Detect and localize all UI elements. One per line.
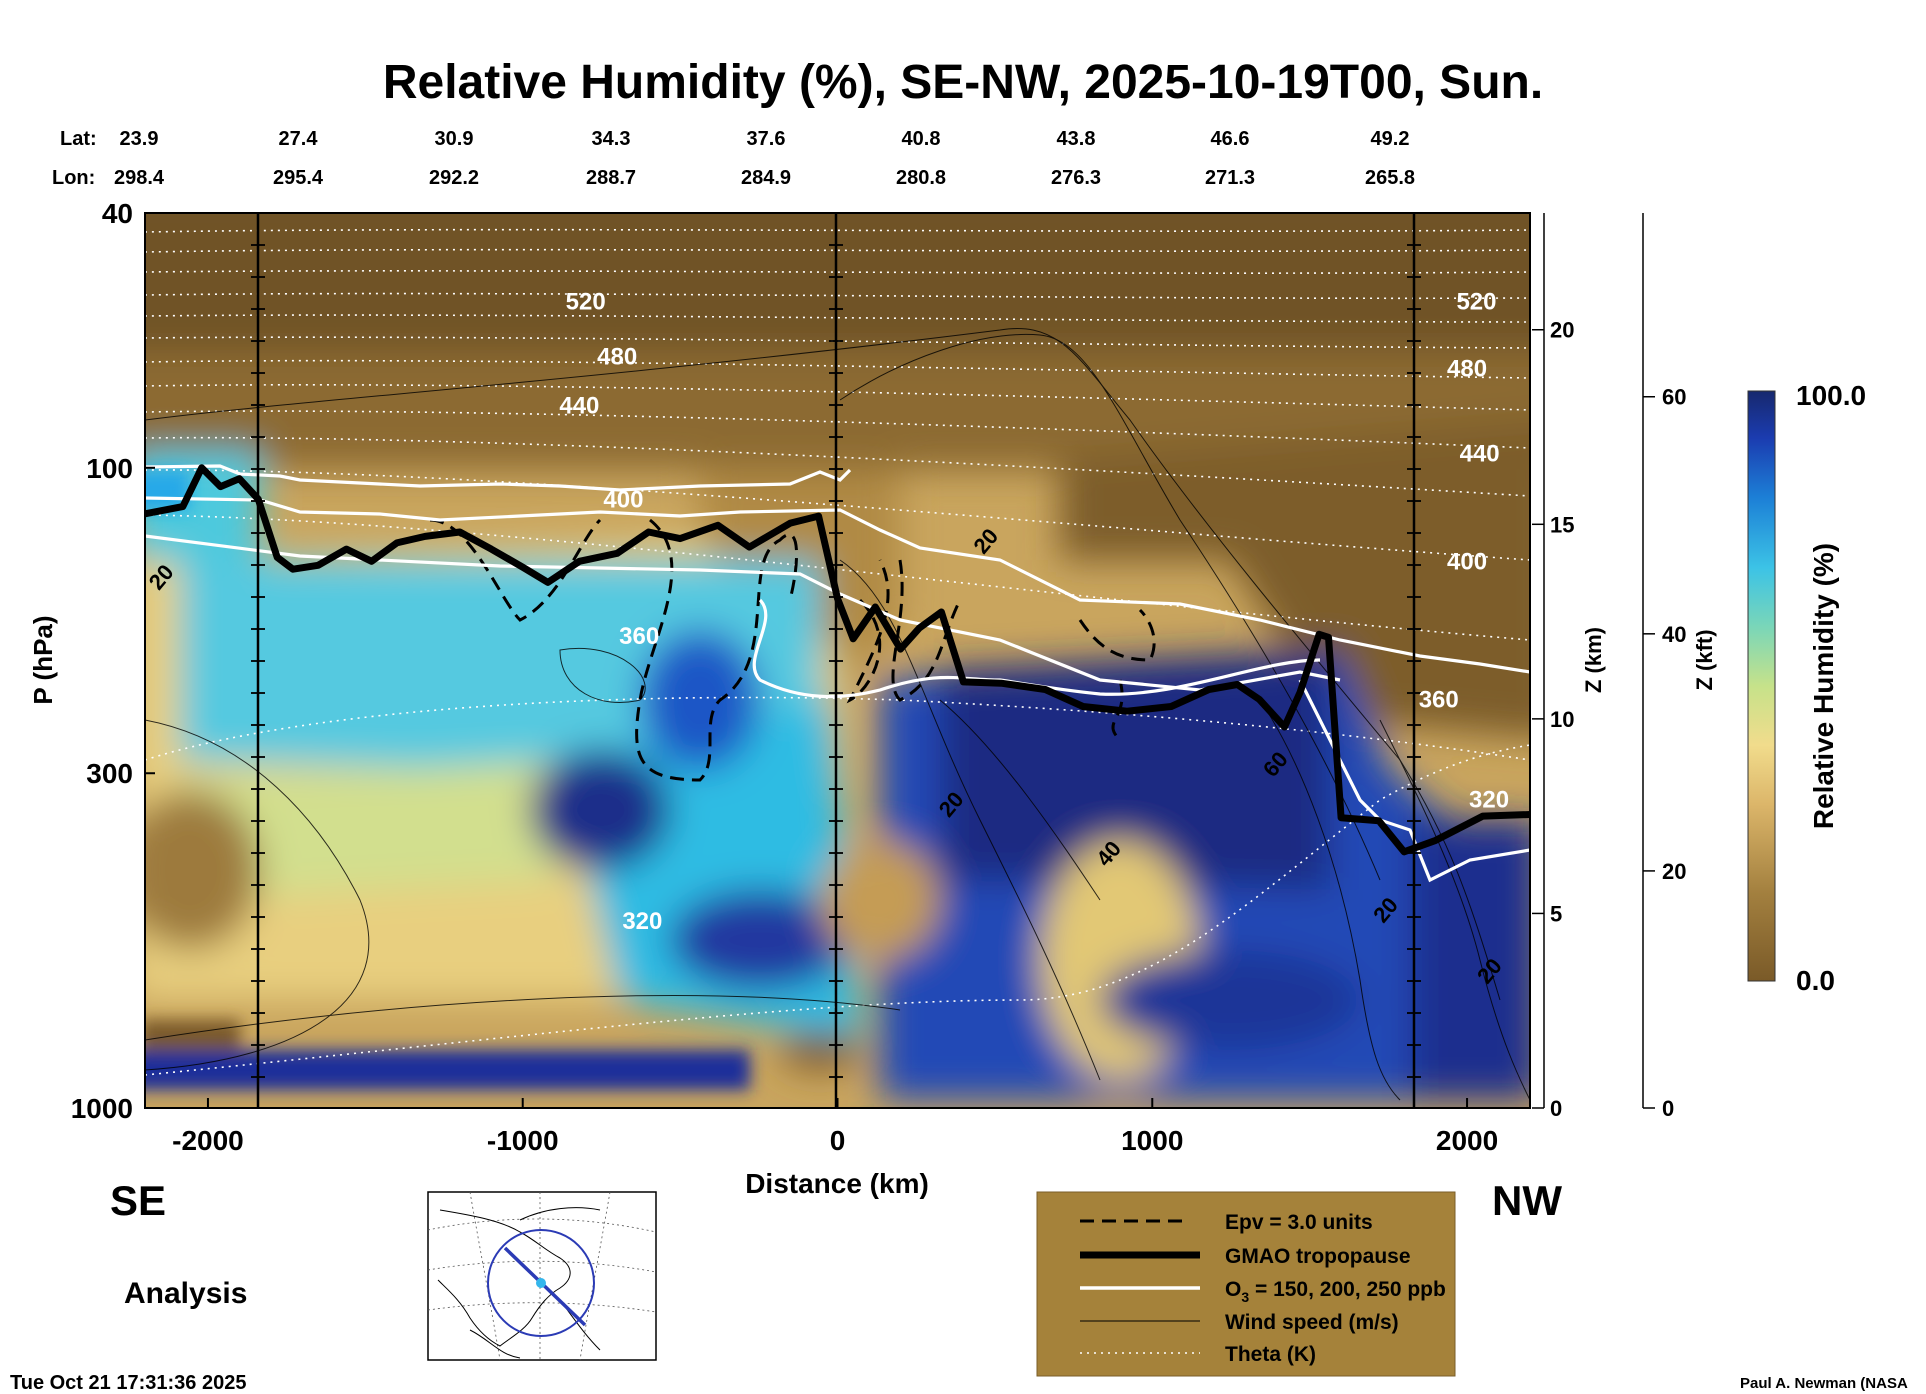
- lon-value: 271.3: [1205, 167, 1255, 189]
- map-section-line: [503, 1246, 587, 1327]
- p-tick-label: 1000: [71, 1093, 133, 1124]
- lat-lon-header: Lat: Lon: 23.9 27.4 30.9 34.3 37.6 40.8 43.8 46…: [52, 128, 1415, 189]
- map-inset: [427, 1191, 657, 1361]
- colorbar-gradient: [1747, 390, 1776, 982]
- lat-value: 37.6: [747, 128, 786, 150]
- lat-value: 43.8: [1057, 128, 1096, 150]
- legend-wind: Wind speed (m/s): [1225, 1311, 1399, 1334]
- credit: Paul A. Newman (NASA: [1740, 1375, 1908, 1392]
- legend-ozone-suffix: = 150, 200, 250 ppb: [1249, 1278, 1446, 1301]
- axes: -2000 -1000 0 1000 2000 40 100 300 1000: [71, 198, 1498, 1156]
- z-kft-axis-title: Z (kft): [1692, 629, 1717, 690]
- product-label: Analysis: [124, 1277, 247, 1310]
- map-center-marker: [536, 1278, 546, 1288]
- lon-value: 280.8: [896, 167, 946, 189]
- legend-ozone-subscript: 3: [1241, 1289, 1249, 1305]
- x-tick-label: 0: [830, 1125, 846, 1156]
- theta-label: 440: [559, 393, 599, 420]
- direction-se: SE: [110, 1177, 166, 1224]
- p-tick-label: 100: [86, 453, 133, 484]
- x-tick-label: 1000: [1121, 1125, 1183, 1156]
- lat-value: 27.4: [279, 128, 319, 150]
- theta-label: 360: [1419, 686, 1459, 713]
- lat-value: 34.3: [592, 128, 631, 150]
- y-axis-title: P (hPa): [28, 615, 58, 704]
- x-tick-label: -2000: [172, 1125, 244, 1156]
- colorbar-title: Relative Humidity (%): [1808, 543, 1839, 829]
- colorbar: 100.0 0.0 Relative Humidity (%): [1747, 380, 1866, 996]
- theta-label: 520: [566, 289, 606, 316]
- direction-nw: NW: [1492, 1177, 1562, 1224]
- z-axes: 0 5 10 15 20 0 20 40 60: [1532, 213, 1686, 1121]
- epv-contours: [429, 518, 1156, 782]
- p-tick-label: 40: [102, 198, 133, 229]
- legend-epv: Epv = 3.0 units: [1225, 1211, 1373, 1234]
- p-tick-label: 300: [86, 758, 133, 789]
- z-kft-tick-label: 60: [1662, 385, 1686, 410]
- lon-value: 276.3: [1051, 167, 1101, 189]
- theta-label: 360: [619, 623, 659, 650]
- z-kft-tick-label: 20: [1662, 859, 1686, 884]
- theta-label: 520: [1456, 289, 1496, 316]
- lat-label: Lat:: [60, 128, 97, 150]
- lon-value: 288.7: [586, 167, 636, 189]
- lat-value: 40.8: [902, 128, 941, 150]
- map-range-circle: [487, 1229, 595, 1337]
- z-km-tick-label: 15: [1550, 512, 1574, 537]
- legend-tropopause: GMAO tropopause: [1225, 1245, 1411, 1268]
- theta-label: 320: [1469, 787, 1509, 814]
- legend-ozone: O3 = 150, 200, 250 ppb: [1225, 1278, 1446, 1305]
- theta-label: 400: [603, 486, 643, 513]
- legend-theta: Theta (K): [1225, 1343, 1316, 1366]
- colorbar-max-label: 100.0: [1796, 380, 1866, 411]
- z-km-axis-title: Z (km): [1581, 627, 1606, 693]
- lon-value: 265.8: [1365, 167, 1415, 189]
- z-km-tick-label: 0: [1550, 1096, 1562, 1121]
- z-km-tick-label: 10: [1550, 707, 1574, 732]
- lat-value: 49.2: [1371, 128, 1410, 150]
- z-kft-tick-label: 0: [1662, 1096, 1674, 1121]
- theta-label: 400: [1447, 548, 1487, 575]
- theta-label: 480: [597, 343, 637, 370]
- theta-contours: [145, 228, 1530, 1076]
- timestamp: Tue Oct 21 17:31:36 2025: [10, 1372, 246, 1394]
- lon-value: 298.4: [114, 167, 165, 189]
- plot-area: 5204804404003603205204804404003603202020…: [71, 198, 1531, 1156]
- legend: Epv = 3.0 units GMAO tropopause O3 = 150…: [1036, 1191, 1456, 1377]
- theta-label: 480: [1447, 356, 1487, 383]
- lon-label: Lon:: [52, 167, 95, 189]
- rh-field: [145, 213, 1530, 1108]
- lat-value: 30.9: [435, 128, 474, 150]
- z-km-tick-label: 20: [1550, 318, 1574, 343]
- colorbar-min-label: 0.0: [1796, 965, 1835, 996]
- tropopause-line: [145, 464, 1530, 856]
- x-tick-label: -1000: [487, 1125, 559, 1156]
- z-kft-tick-label: 40: [1662, 622, 1686, 647]
- lon-value: 284.9: [741, 167, 791, 189]
- z-km-tick-label: 5: [1550, 901, 1562, 926]
- x-axis-title: Distance (km): [745, 1168, 929, 1199]
- theta-label: 440: [1460, 441, 1500, 468]
- chart-title: Relative Humidity (%), SE-NW, 2025-10-19…: [383, 56, 1543, 109]
- lon-value: 295.4: [273, 167, 324, 189]
- lon-value: 292.2: [429, 167, 479, 189]
- x-tick-label: 2000: [1436, 1125, 1498, 1156]
- lat-value: 23.9: [120, 128, 159, 150]
- legend-ozone-prefix: O: [1225, 1278, 1241, 1301]
- theta-label: 320: [622, 908, 662, 935]
- lat-value: 46.6: [1211, 128, 1250, 150]
- marker-ticks: [251, 244, 1421, 1078]
